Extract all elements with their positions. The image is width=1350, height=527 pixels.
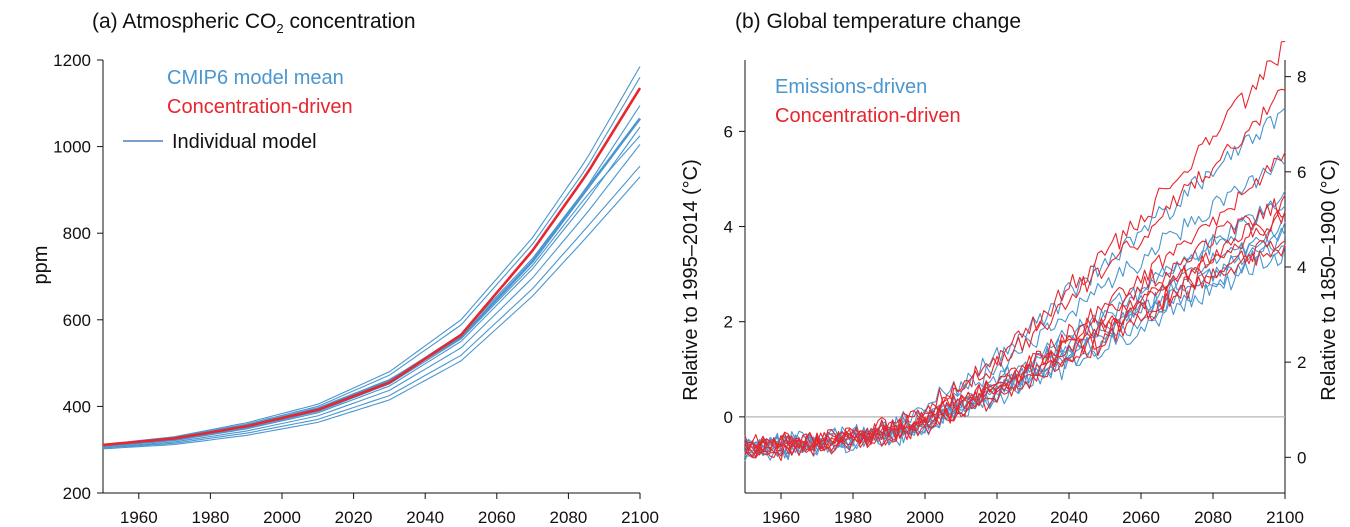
panel-b-legend-concentration: Concentration-driven xyxy=(775,105,961,127)
panel-b-x-tick-label: 1980 xyxy=(834,508,872,527)
panel-a-y-tick-label: 400 xyxy=(63,397,91,416)
panel-a-x-tick-label: 2100 xyxy=(621,508,659,527)
panel-b-y-axis-label: Relative to 1995–2014 (°C) xyxy=(680,159,702,400)
panel-b-concentration-line xyxy=(744,194,1286,453)
panel-a-title-main: (a) Atmospheric CO xyxy=(92,10,277,33)
panel-a-model-line xyxy=(102,165,641,449)
panel-a-legend-individual: Individual model xyxy=(172,131,317,153)
panel-a-mean-concentration-line xyxy=(102,87,642,447)
panel-b-emissions-line xyxy=(744,190,1286,450)
panel-b-emissions-line xyxy=(744,202,1286,452)
panel-a-legend-mean: CMIP6 model mean xyxy=(167,67,344,89)
panel-a-model-line xyxy=(102,66,641,446)
panel-b-y-tick-label: 4 xyxy=(724,218,733,237)
panel-b-x-tick-label: 2100 xyxy=(1266,508,1304,527)
panel-a-model-line xyxy=(102,105,641,447)
panel-b-y2-tick-label: 0 xyxy=(1297,448,1306,467)
panel-a-x-tick-label: 2080 xyxy=(549,508,587,527)
panel-b-y-tick-label: 0 xyxy=(724,408,733,427)
panel-b-title: (b) Global temperature change xyxy=(735,10,1021,33)
panel-a-model-line xyxy=(102,144,641,449)
panel-b-y2-axis-label: Relative to 1850–1900 (°C) xyxy=(1318,159,1340,400)
panel-a-x-tick-label: 2020 xyxy=(335,508,373,527)
panel-b-x-tick-label: 2080 xyxy=(1194,508,1232,527)
panel-a-y-tick-label: 600 xyxy=(63,311,91,330)
panel-b-y2-tick-label: 2 xyxy=(1297,353,1306,372)
panel-a-title-end: concentration xyxy=(283,10,416,33)
panel-b-concentration-line xyxy=(744,244,1286,462)
panel-a-model-line xyxy=(102,135,641,447)
panel-a-y-axis-label: ppm xyxy=(30,246,52,285)
panel-a-model-line xyxy=(102,126,641,448)
panel-a-title-subscript: 2 xyxy=(276,21,284,37)
panel-b-x-tick-label: 1960 xyxy=(762,508,800,527)
panel-a-x-tick-label: 2060 xyxy=(478,508,516,527)
panel-b-y-tick-label: 6 xyxy=(724,122,733,141)
panel-b-legend-emissions: Emissions-driven xyxy=(775,76,927,98)
panel-a-y-tick-label: 1000 xyxy=(53,138,91,157)
panel-b-y-tick-label: 2 xyxy=(724,313,733,332)
panel-b-y2-tick-label: 8 xyxy=(1297,68,1306,87)
panel-a-model-line xyxy=(102,176,641,450)
panel-a-y-tick-label: 800 xyxy=(63,224,91,243)
panel-b-concentration-line xyxy=(744,210,1286,459)
panel-b-concentration-line xyxy=(744,209,1286,451)
panel-b-y2-tick-label: 4 xyxy=(1297,258,1306,277)
panel-b-concentration-line xyxy=(744,151,1286,456)
panel-b-x-tick-label: 2060 xyxy=(1122,508,1160,527)
panel-b-emissions-line xyxy=(744,244,1286,459)
panel-a-x-tick-label: 2040 xyxy=(406,508,444,527)
panel-a-y-tick-label: 1200 xyxy=(53,51,91,70)
panel-a-x-tick-label: 1980 xyxy=(191,508,229,527)
panel-a-x-tick-label: 2000 xyxy=(263,508,301,527)
panel-a-title: (a) Atmospheric CO2 concentration xyxy=(92,10,416,36)
panel-b-x-tick-label: 2040 xyxy=(1050,508,1088,527)
panel-b-x-tick-label: 2020 xyxy=(978,508,1016,527)
panel-b-y2-tick-label: 6 xyxy=(1297,163,1306,182)
panel-a-x-tick-label: 1960 xyxy=(120,508,158,527)
panel-b-concentration-line xyxy=(744,88,1286,457)
panel-b-concentration-line xyxy=(744,40,1286,452)
panel-a-y-tick-label: 200 xyxy=(63,484,91,503)
panel-b-x-tick-label: 2000 xyxy=(906,508,944,527)
panel-b-emissions-line xyxy=(744,155,1286,455)
panel-a-legend-concentration: Concentration-driven xyxy=(167,96,353,118)
